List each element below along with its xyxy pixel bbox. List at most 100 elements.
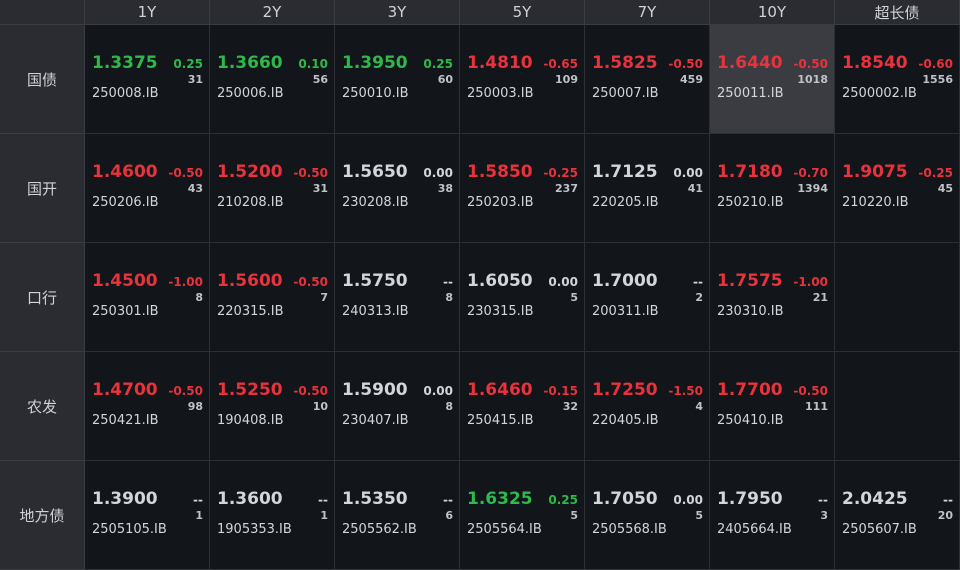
- yield-value: 1.8540: [842, 53, 908, 73]
- quote-cell[interactable]: 1.5825 -0.50 459 250007.IB: [585, 25, 710, 134]
- row-label: 国债: [0, 25, 85, 134]
- quote-cell[interactable]: 1.7050 0.00 5 2505568.IB: [585, 461, 710, 570]
- quote-cell[interactable]: 1.3900 -- 1 2505105.IB: [85, 461, 210, 570]
- bond-code: 230407.IB: [342, 413, 409, 428]
- change-value: -0.50: [668, 57, 703, 71]
- quote-cell[interactable]: 1.9075 -0.25 45 210220.IB: [835, 134, 960, 243]
- bond-code: 250421.IB: [92, 413, 159, 428]
- trade-count: 10: [312, 400, 328, 413]
- trade-count: 20: [937, 509, 953, 522]
- tenor-header-超长债[interactable]: 超长债: [835, 0, 960, 25]
- change-value: 0.00: [673, 493, 703, 507]
- tenor-header-1y[interactable]: 1Y: [85, 0, 210, 25]
- bond-code: 2505562.IB: [342, 522, 417, 537]
- trade-count: 111: [805, 400, 828, 413]
- quote-cell[interactable]: 1.5600 -0.50 7 220315.IB: [210, 243, 335, 352]
- bond-code: 230208.IB: [342, 195, 409, 210]
- trade-count: 3: [820, 509, 828, 522]
- quote-cell[interactable]: 1.4700 -0.50 98 250421.IB: [85, 352, 210, 461]
- tenor-header-2y[interactable]: 2Y: [210, 0, 335, 25]
- yield-value: 1.7250: [592, 380, 658, 400]
- trade-count: 1: [195, 509, 203, 522]
- change-value: -0.70: [793, 166, 828, 180]
- change-value: -0.65: [543, 57, 578, 71]
- trade-count: 1394: [797, 182, 828, 195]
- trade-count: 38: [437, 182, 453, 195]
- change-value: 0.25: [173, 57, 203, 71]
- change-value: -0.15: [543, 384, 578, 398]
- yield-value: 1.7000: [592, 271, 658, 291]
- quote-cell[interactable]: 1.3660 0.10 56 250006.IB: [210, 25, 335, 134]
- quote-cell[interactable]: 1.5200 -0.50 31 210208.IB: [210, 134, 335, 243]
- quote-cell[interactable]: 1.5850 -0.25 237 250203.IB: [460, 134, 585, 243]
- yield-value: 1.5250: [217, 380, 283, 400]
- yield-value: 1.6440: [717, 53, 783, 73]
- bond-code: 220405.IB: [592, 413, 659, 428]
- change-value: -0.25: [543, 166, 578, 180]
- quote-cell[interactable]: 1.8540 -0.60 1556 2500002.IB: [835, 25, 960, 134]
- yield-value: 1.7950: [717, 489, 783, 509]
- change-value: -0.50: [293, 275, 328, 289]
- row-label: 地方债: [0, 461, 85, 570]
- quote-cell[interactable]: 1.7125 0.00 41 220205.IB: [585, 134, 710, 243]
- yield-value: 1.3375: [92, 53, 158, 73]
- quote-cell[interactable]: 1.7700 -0.50 111 250410.IB: [710, 352, 835, 461]
- quote-cell[interactable]: 1.4600 -0.50 43 250206.IB: [85, 134, 210, 243]
- quote-cell[interactable]: 1.3375 0.25 31 250008.IB: [85, 25, 210, 134]
- change-value: -1.00: [168, 275, 203, 289]
- bond-code: 2405664.IB: [717, 522, 792, 537]
- quote-cell[interactable]: 1.7950 -- 3 2405664.IB: [710, 461, 835, 570]
- quote-cell[interactable]: 1.7250 -1.50 4 220405.IB: [585, 352, 710, 461]
- trade-count: 5: [570, 291, 578, 304]
- quote-cell[interactable]: 1.5750 -- 8 240313.IB: [335, 243, 460, 352]
- bond-code: 250301.IB: [92, 304, 159, 319]
- yield-value: 1.7700: [717, 380, 783, 400]
- quote-cell[interactable]: 1.6325 0.25 5 2505564.IB: [460, 461, 585, 570]
- trade-count: 7: [320, 291, 328, 304]
- quote-cell[interactable]: 1.4810 -0.65 109 250003.IB: [460, 25, 585, 134]
- quote-cell[interactable]: 1.6460 -0.15 32 250415.IB: [460, 352, 585, 461]
- quote-cell[interactable]: 2.0425 -- 20 2505607.IB: [835, 461, 960, 570]
- bond-code: 250206.IB: [92, 195, 159, 210]
- bond-code: 250003.IB: [467, 86, 534, 101]
- empty-quote-cell: [835, 352, 960, 461]
- yield-value: 1.3950: [342, 53, 408, 73]
- tenor-header-3y[interactable]: 3Y: [335, 0, 460, 25]
- bond-code: 230315.IB: [467, 304, 534, 319]
- bond-code: 230310.IB: [717, 304, 784, 319]
- quote-cell[interactable]: 1.3950 0.25 60 250010.IB: [335, 25, 460, 134]
- yield-value: 1.3600: [217, 489, 283, 509]
- quote-cell[interactable]: 1.6050 0.00 5 230315.IB: [460, 243, 585, 352]
- quote-cell[interactable]: 1.4500 -1.00 8 250301.IB: [85, 243, 210, 352]
- bond-code: 250006.IB: [217, 86, 284, 101]
- quote-cell[interactable]: 1.3600 -- 1 1905353.IB: [210, 461, 335, 570]
- change-value: --: [318, 493, 328, 507]
- change-value: 0.00: [673, 166, 703, 180]
- yield-value: 1.5650: [342, 162, 408, 182]
- yield-value: 1.5850: [467, 162, 533, 182]
- yield-value: 1.6325: [467, 489, 533, 509]
- trade-count: 8: [445, 400, 453, 413]
- quote-cell[interactable]: 1.6440 -0.50 1018 250011.IB: [710, 25, 835, 134]
- change-value: -0.50: [793, 57, 828, 71]
- quote-cell[interactable]: 1.7575 -1.00 21 230310.IB: [710, 243, 835, 352]
- trade-count: 8: [195, 291, 203, 304]
- change-value: --: [193, 493, 203, 507]
- tenor-header-7y[interactable]: 7Y: [585, 0, 710, 25]
- quote-cell[interactable]: 1.7180 -0.70 1394 250210.IB: [710, 134, 835, 243]
- tenor-header-5y[interactable]: 5Y: [460, 0, 585, 25]
- change-value: 0.10: [298, 57, 328, 71]
- bond-code: 250010.IB: [342, 86, 409, 101]
- change-value: --: [818, 493, 828, 507]
- yield-value: 1.5200: [217, 162, 283, 182]
- bond-code: 250410.IB: [717, 413, 784, 428]
- yield-value: 1.5600: [217, 271, 283, 291]
- quote-cell[interactable]: 1.5250 -0.50 10 190408.IB: [210, 352, 335, 461]
- trade-count: 459: [680, 73, 703, 86]
- quote-cell[interactable]: 1.5350 -- 6 2505562.IB: [335, 461, 460, 570]
- tenor-header-10y[interactable]: 10Y: [710, 0, 835, 25]
- quote-cell[interactable]: 1.5650 0.00 38 230208.IB: [335, 134, 460, 243]
- quote-cell[interactable]: 1.7000 -- 2 200311.IB: [585, 243, 710, 352]
- quote-cell[interactable]: 1.5900 0.00 8 230407.IB: [335, 352, 460, 461]
- bond-code: 250210.IB: [717, 195, 784, 210]
